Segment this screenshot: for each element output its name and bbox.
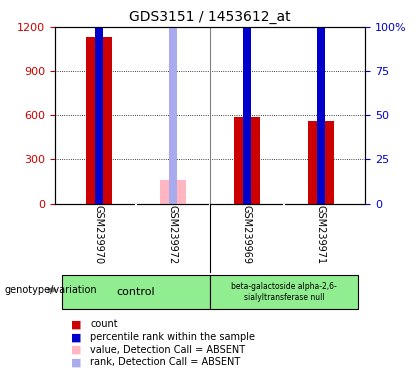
- Text: GSM239971: GSM239971: [316, 205, 326, 264]
- Title: GDS3151 / 1453612_at: GDS3151 / 1453612_at: [129, 10, 291, 25]
- Text: percentile rank within the sample: percentile rank within the sample: [90, 332, 255, 342]
- Bar: [95, 0, 103, 204]
- Bar: [234, 117, 260, 204]
- Text: rank, Detection Call = ABSENT: rank, Detection Call = ABSENT: [90, 358, 241, 367]
- Text: GSM239970: GSM239970: [94, 205, 104, 264]
- Text: GSM239972: GSM239972: [168, 205, 178, 264]
- Bar: [308, 121, 334, 204]
- Bar: [62, 275, 210, 309]
- Text: ■: ■: [71, 345, 82, 355]
- Bar: [243, 0, 251, 204]
- Text: ■: ■: [71, 319, 82, 329]
- Text: value, Detection Call = ABSENT: value, Detection Call = ABSENT: [90, 345, 245, 355]
- Text: genotype/variation: genotype/variation: [4, 285, 97, 295]
- Text: GSM239969: GSM239969: [242, 205, 252, 264]
- Bar: [210, 275, 358, 309]
- Bar: [160, 180, 186, 204]
- Text: beta-galactoside alpha-2,6-
sialyltransferase null: beta-galactoside alpha-2,6- sialyltransf…: [231, 282, 337, 301]
- Text: control: control: [117, 287, 155, 297]
- Bar: [317, 0, 325, 204]
- Text: count: count: [90, 319, 118, 329]
- Bar: [169, 0, 177, 204]
- Text: ■: ■: [71, 332, 82, 342]
- Text: ■: ■: [71, 358, 82, 367]
- Bar: [86, 37, 112, 204]
